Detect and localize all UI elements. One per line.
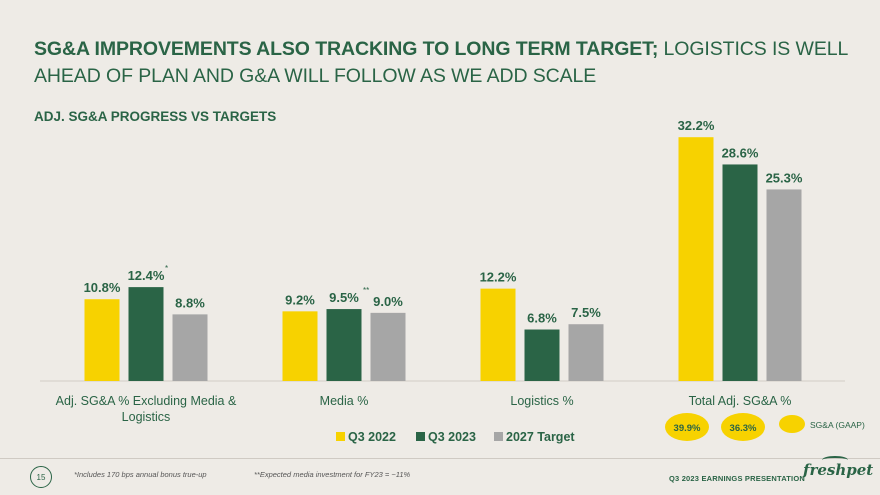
category-label-3-0: Total Adj. SG&A %	[689, 394, 792, 408]
legend-swatch-0	[336, 432, 345, 441]
category-label-0-1: Logistics	[122, 410, 171, 424]
data-label-0-0: 10.8%	[84, 280, 121, 295]
bar-1-0	[282, 311, 318, 381]
data-label-1-1: 9.5%	[329, 290, 359, 305]
bar-2-2	[568, 324, 604, 381]
page-title-bold: SG&A IMPROVEMENTS ALSO TRACKING TO LONG …	[34, 38, 659, 60]
bar-0-0	[84, 299, 120, 381]
data-label-1-2: 9.0%	[373, 294, 403, 309]
footer-divider	[0, 458, 880, 459]
bar-3-0	[678, 137, 714, 381]
data-label-2-1: 6.8%	[527, 311, 557, 326]
legend-label-0: Q3 2022	[348, 430, 396, 444]
data-label-2-0: 12.2%	[480, 270, 517, 285]
data-label-0-1: 12.4%	[128, 268, 165, 283]
page-title-rest: LOGISTICS IS WELL AHEAD OF PLAN AND G&A …	[34, 38, 848, 87]
category-label-1-0: Media %	[320, 394, 369, 408]
data-label-0-2: 8.8%	[175, 295, 205, 310]
data-label-3-0: 32.2%	[678, 118, 715, 133]
bar-1-2	[370, 312, 406, 381]
data-label-1-0: 9.2%	[285, 292, 315, 307]
bar-3-2	[766, 189, 802, 381]
brand-logo: freshpet	[803, 461, 874, 479]
gaap-value-1: 36.3%	[730, 423, 757, 434]
gaap-legend-swatch	[779, 415, 805, 433]
data-label-3-2: 25.3%	[766, 170, 803, 185]
gaap-legend-label: SG&A (GAAP)	[810, 420, 865, 430]
footnote-bonus: *Includes 170 bps annual bonus true-up	[74, 470, 207, 479]
chart-subtitle: ADJ. SG&A PROGRESS VS TARGETS	[34, 109, 277, 124]
data-label-2-2: 7.5%	[571, 305, 601, 320]
footnote-media: **Expected media investment for FY23 = ~…	[254, 470, 411, 479]
legend-swatch-2	[494, 432, 503, 441]
bar-0-2	[172, 314, 208, 381]
footnote-mark-1: **	[363, 286, 369, 295]
category-label-0-0: Adj. SG&A % Excluding Media &	[56, 394, 237, 408]
data-label-3-1: 28.6%	[722, 145, 759, 160]
bar-chart: 10.8% 12.4% * 8.8% Adj. SG&A % Excluding Med…	[40, 118, 865, 444]
legend-swatch-1	[416, 432, 425, 441]
legend-label-1: Q3 2023	[428, 430, 476, 444]
bar-1-1	[326, 309, 362, 381]
gaap-value-0: 39.9%	[674, 423, 701, 434]
gaap-bubble-0	[665, 413, 709, 441]
bar-2-1	[524, 329, 560, 381]
footnote-mark-0: *	[165, 264, 168, 273]
page-number: 15	[30, 466, 52, 488]
gaap-bubble-1	[721, 413, 765, 441]
bar-0-1	[128, 287, 164, 381]
category-label-2-0: Logistics %	[510, 394, 573, 408]
bar-3-1	[722, 164, 758, 381]
bar-2-0	[480, 288, 516, 381]
presentation-label: Q3 2023 EARNINGS PRESENTATION	[669, 474, 805, 483]
legend-label-2: 2027 Target	[506, 430, 575, 444]
page-title: SG&A IMPROVEMENTS ALSO TRACKING TO LONG …	[34, 36, 854, 90]
brand-mark-icon	[822, 456, 848, 464]
